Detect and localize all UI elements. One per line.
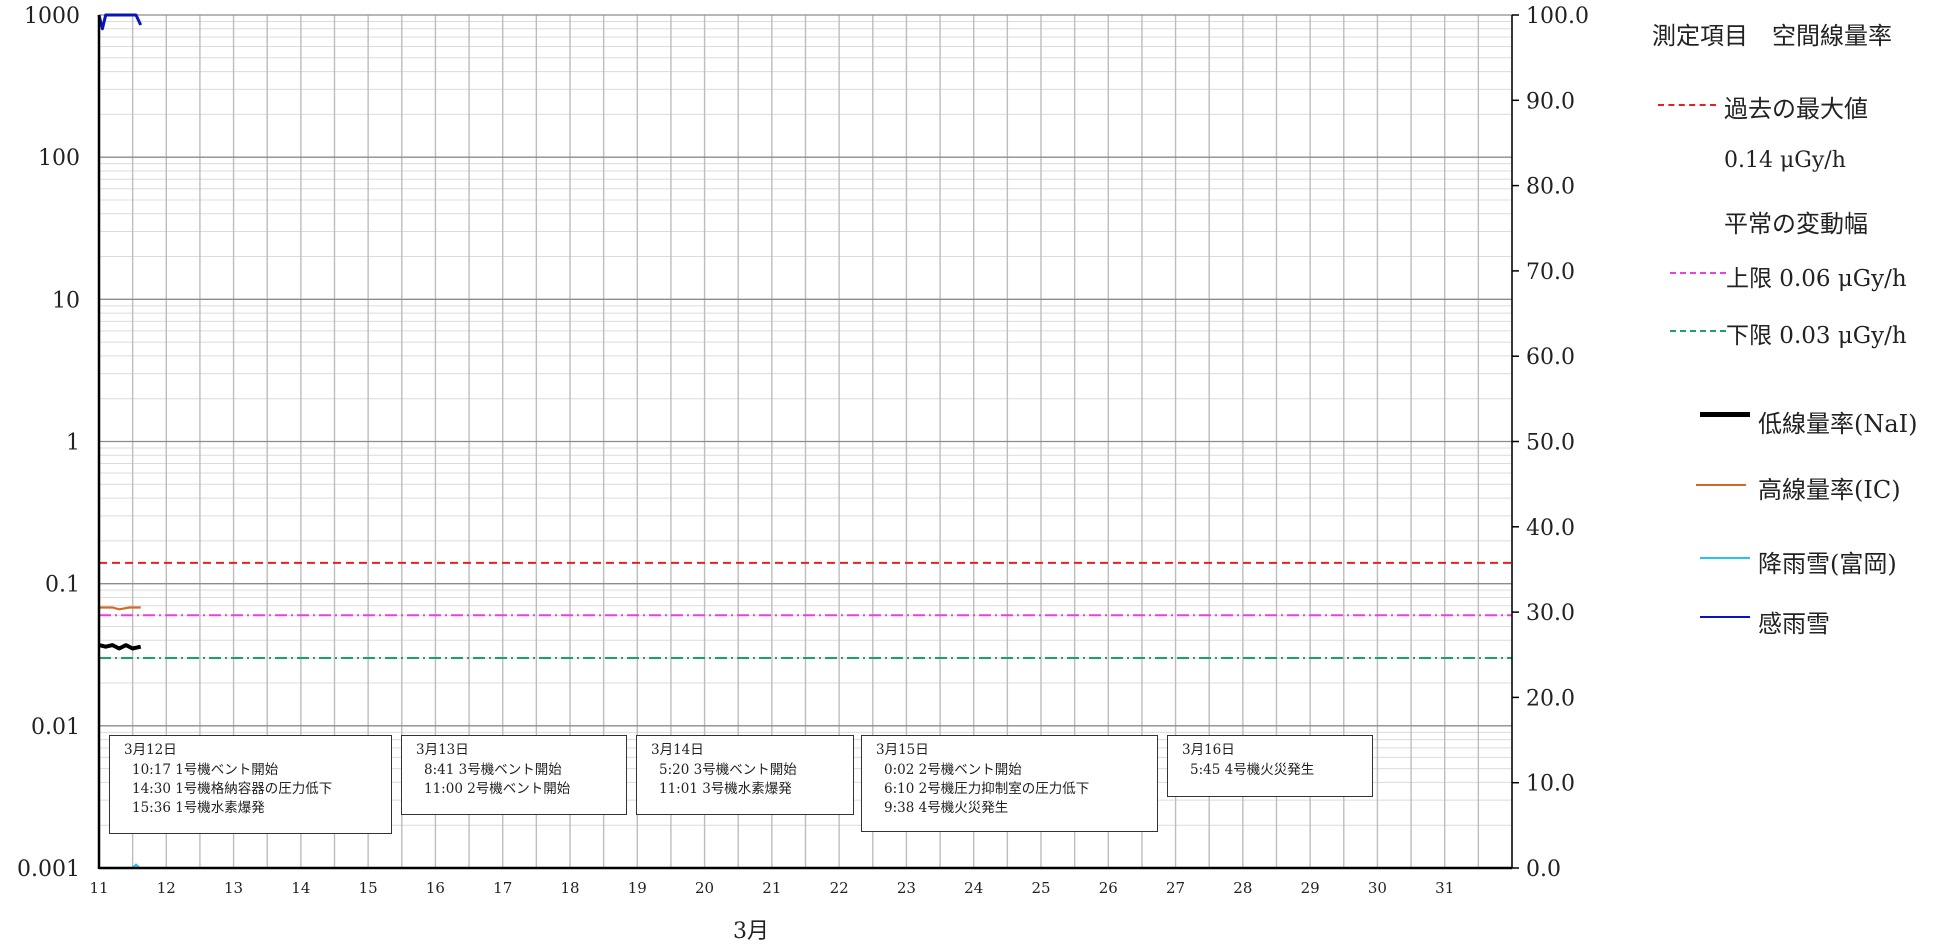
x-tick-label: 14 [291, 879, 310, 897]
reference-lines [99, 561, 1512, 660]
right-tick-label: 0.0 [1526, 857, 1561, 882]
note-event: 6:10 2号機圧力抑制室の圧力低下 [884, 781, 1090, 797]
note-event: 5:45 4号機火災発生 [1190, 762, 1315, 778]
left-tick-label: 100 [38, 146, 80, 171]
x-tick-label: 13 [224, 879, 243, 897]
legend-upper-label: 上限 0.06 μGy/h [1726, 266, 1907, 292]
note-event: 11:01 3号機水素爆発 [659, 781, 792, 797]
event-note: 3月13日 8:41 3号機ベント開始 11:00 2号機ベント開始 [401, 735, 627, 815]
x-tick-label: 25 [1031, 879, 1050, 897]
left-tick-label: 0.1 [45, 573, 80, 598]
x-tick-label: 29 [1301, 879, 1320, 897]
x-tick-label: 11 [89, 879, 108, 897]
series-line [97, 13, 143, 31]
right-tick-label: 70.0 [1526, 260, 1575, 285]
legend-normal-range-label: 平常の変動幅 [1724, 210, 1868, 238]
right-tick-label: 20.0 [1526, 686, 1575, 711]
note-date: 3月13日 [416, 742, 469, 758]
legend-past-max-value: 0.14 μGy/h [1724, 148, 1846, 173]
x-axis-label: 3月 [733, 919, 769, 944]
x-tick-label: 12 [157, 879, 176, 897]
x-tick-label: 18 [560, 879, 579, 897]
note-event: 11:00 2号機ベント開始 [424, 781, 571, 797]
legend-lower-label: 下限 0.03 μGy/h [1726, 323, 1907, 349]
legend-line-ic [1696, 484, 1746, 486]
x-tick-label: 20 [695, 879, 714, 897]
axes [97, 14, 1519, 870]
legend-line-past-max [1658, 104, 1716, 106]
right-tick-label: 40.0 [1526, 516, 1575, 541]
legend-line-upper [1670, 272, 1726, 274]
right-tick-label: 50.0 [1526, 431, 1575, 456]
legend-line-sense [1700, 616, 1750, 618]
right-tick-label: 80.0 [1526, 175, 1575, 200]
x-tick-label: 30 [1368, 879, 1387, 897]
event-note: 3月14日 5:20 3号機ベント開始 11:01 3号機水素爆発 [636, 735, 854, 815]
x-tick-label: 17 [493, 879, 512, 897]
note-date: 3月14日 [651, 742, 704, 758]
event-note: 3月15日 0:02 2号機ベント開始 6:10 2号機圧力抑制室の圧力低下 9… [861, 735, 1158, 832]
legend-header: 測定項目 空間線量率 [1652, 22, 1892, 50]
x-tick-label: 22 [830, 879, 849, 897]
right-tick-label: 30.0 [1526, 601, 1575, 626]
x-tick-label: 27 [1166, 879, 1185, 897]
x-tick-label: 28 [1233, 879, 1252, 897]
legend-line-nai [1700, 412, 1750, 417]
note-date: 3月16日 [1182, 742, 1235, 758]
x-tick-label: 21 [762, 879, 781, 897]
x-tick-label: 24 [964, 879, 983, 897]
legend-nai-label: 低線量率(NaI) [1758, 410, 1918, 438]
legend-past-max-label: 過去の最大値 [1724, 95, 1868, 123]
note-event: 14:30 1号機格納容器の圧力低下 [132, 781, 333, 797]
legend-ic-label: 高線量率(IC) [1758, 476, 1901, 504]
note-event: 10:17 1号機ベント開始 [132, 762, 279, 778]
event-note: 3月16日 5:45 4号機火災発生 [1167, 735, 1373, 797]
x-tick-label: 16 [426, 879, 445, 897]
legend: 測定項目 空間線量率 過去の最大値 0.14 μGy/h 平常の変動幅 上限 0… [1640, 0, 1952, 700]
chart-plot-area: 1000 100 10 1 0.1 0.01 0.001 100.0 90.0 80.0 70.0 6… [17, 4, 1589, 897]
right-tick-label: 90.0 [1526, 89, 1575, 114]
x-tick-label: 23 [897, 879, 916, 897]
note-event: 9:38 4号機火災発生 [884, 800, 1009, 816]
x-tick-label: 26 [1099, 879, 1118, 897]
legend-rain-label: 降雨雪(富岡) [1758, 550, 1897, 578]
right-tick-label: 100.0 [1526, 4, 1589, 29]
note-event: 0:02 2号機ベント開始 [884, 762, 1022, 778]
x-tick-label: 19 [628, 879, 647, 897]
right-tick-label: 60.0 [1526, 345, 1575, 370]
x-tick-label: 15 [359, 879, 378, 897]
left-tick-label: 10 [52, 288, 80, 313]
note-date: 3月15日 [876, 742, 929, 758]
note-event: 5:20 3号機ベント開始 [659, 762, 797, 778]
x-tick-label: 31 [1435, 879, 1454, 897]
legend-line-lower [1670, 330, 1726, 332]
left-tick-label: 1000 [24, 4, 80, 29]
tick-labels: 1000 100 10 1 0.1 0.01 0.001 100.0 90.0 80.0 70.0 6… [17, 4, 1589, 897]
note-event: 8:41 3号機ベント開始 [424, 762, 562, 778]
series-line [98, 643, 142, 651]
event-note: 3月12日 10:17 1号機ベント開始 14:30 1号機格納容器の圧力低下 … [109, 735, 392, 834]
right-tick-label: 10.0 [1526, 772, 1575, 797]
left-tick-label: 1 [66, 431, 80, 456]
note-date: 3月12日 [124, 742, 177, 758]
left-tick-label: 0.001 [17, 857, 80, 882]
legend-line-rain [1700, 557, 1750, 559]
legend-sense-label: 感雨雪 [1758, 610, 1830, 638]
note-event: 15:36 1号機水素爆発 [132, 800, 265, 816]
series-line [99, 606, 141, 611]
left-tick-label: 0.01 [31, 715, 80, 740]
